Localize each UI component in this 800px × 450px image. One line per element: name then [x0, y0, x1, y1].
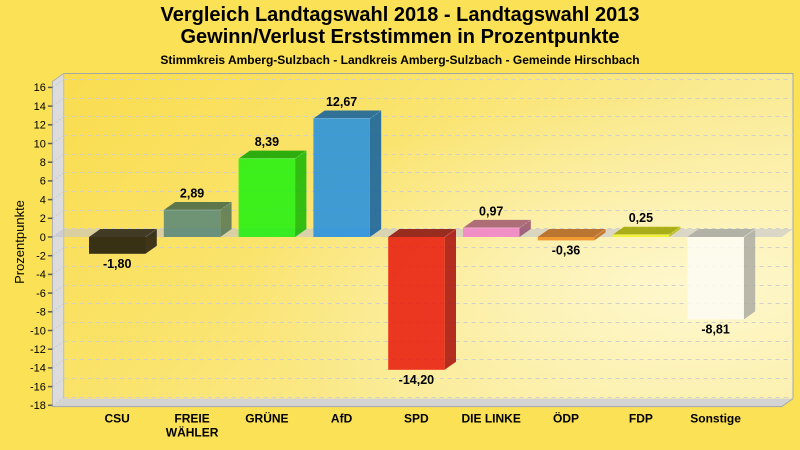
- svg-text:2: 2: [40, 213, 46, 225]
- svg-text:-8: -8: [36, 307, 46, 319]
- svg-text:16: 16: [34, 82, 46, 94]
- svg-text:-6: -6: [36, 288, 46, 300]
- svg-text:8,39: 8,39: [255, 135, 279, 149]
- svg-text:0,97: 0,97: [479, 204, 503, 218]
- svg-text:WÄHLER: WÄHLER: [166, 425, 219, 440]
- svg-text:-18: -18: [30, 400, 46, 412]
- svg-text:0: 0: [40, 232, 46, 244]
- svg-text:Prozentpunkte: Prozentpunkte: [12, 200, 27, 284]
- svg-text:-1,80: -1,80: [103, 257, 132, 271]
- svg-text:SPD: SPD: [404, 412, 429, 426]
- svg-text:-10: -10: [30, 325, 46, 337]
- svg-text:6: 6: [40, 176, 46, 188]
- svg-text:12,67: 12,67: [326, 95, 357, 109]
- svg-text:-12: -12: [30, 344, 46, 356]
- svg-text:-4: -4: [36, 269, 46, 281]
- svg-text:FDP: FDP: [629, 412, 653, 426]
- svg-text:2,89: 2,89: [180, 186, 204, 200]
- svg-text:12: 12: [34, 120, 46, 132]
- svg-text:Sonstige: Sonstige: [690, 412, 741, 426]
- svg-text:10: 10: [34, 138, 46, 150]
- svg-text:-0,36: -0,36: [552, 243, 581, 257]
- svg-text:-14: -14: [30, 363, 46, 375]
- svg-text:GRÜNE: GRÜNE: [245, 411, 288, 426]
- svg-text:0,25: 0,25: [629, 211, 653, 225]
- svg-text:AfD: AfD: [331, 412, 353, 426]
- svg-text:8: 8: [40, 157, 46, 169]
- svg-text:-14,20: -14,20: [399, 373, 434, 387]
- svg-text:CSU: CSU: [105, 412, 130, 426]
- svg-text:FREIE: FREIE: [174, 412, 209, 426]
- svg-text:-16: -16: [30, 381, 46, 393]
- svg-text:4: 4: [40, 194, 46, 206]
- svg-text:ÖDP: ÖDP: [553, 411, 579, 426]
- svg-text:-2: -2: [36, 251, 46, 263]
- svg-text:-8,81: -8,81: [701, 322, 730, 336]
- svg-text:DIE LINKE: DIE LINKE: [462, 412, 521, 426]
- svg-text:14: 14: [34, 101, 46, 113]
